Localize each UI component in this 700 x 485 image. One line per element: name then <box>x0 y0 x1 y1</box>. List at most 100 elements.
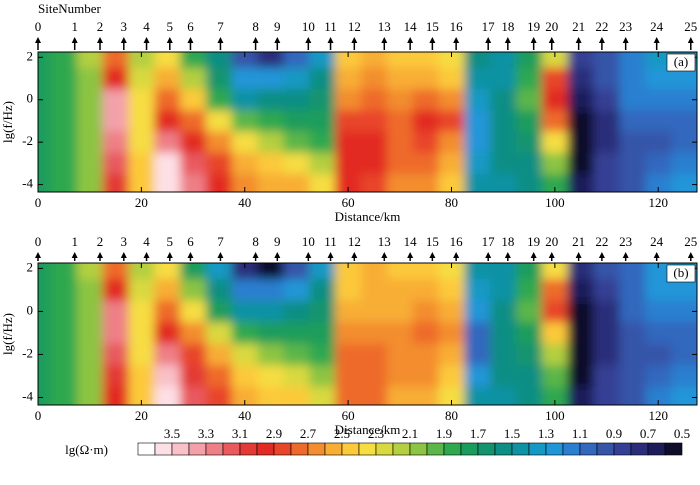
field-cell <box>541 152 569 175</box>
site-label: 1 <box>71 234 78 249</box>
field-cell <box>76 343 104 366</box>
field-cell <box>567 152 595 175</box>
field-cell <box>671 365 697 388</box>
field-cell <box>412 89 440 111</box>
field-cell <box>180 110 207 133</box>
site-label: 4 <box>143 19 150 34</box>
field-cell <box>619 300 646 323</box>
field-cell <box>231 67 259 90</box>
colorbar-box <box>324 442 343 456</box>
field-cell <box>205 110 233 133</box>
field-cell <box>619 386 646 405</box>
field-cell <box>102 386 129 405</box>
field-cell <box>464 386 491 405</box>
site-label: 20 <box>545 234 558 249</box>
y-tick-label: -2 <box>22 345 33 360</box>
field-cell <box>180 343 207 366</box>
field-cell <box>154 386 181 405</box>
field-cell <box>76 263 104 280</box>
field-cell <box>335 110 362 133</box>
field-cell <box>516 52 543 69</box>
field-cell <box>593 343 620 366</box>
site-arrow-head <box>653 252 660 258</box>
field-cell <box>464 89 491 111</box>
field-cell <box>593 173 620 192</box>
field-cell <box>593 386 620 405</box>
colorbar-box <box>154 442 173 456</box>
field-cell <box>335 386 362 405</box>
colorbar-tick-label: 3.3 <box>198 426 214 441</box>
colorbar-tick-label: 0.7 <box>640 426 657 441</box>
field-cell <box>180 131 207 154</box>
x-tick-label: 20 <box>135 408 148 423</box>
colorbar-box <box>392 442 411 456</box>
field-cell <box>38 110 52 133</box>
field-cell <box>38 365 52 388</box>
colorbar-tick-label: 3.1 <box>232 426 248 441</box>
colorbar-box <box>290 442 309 456</box>
field-cell <box>50 263 78 280</box>
site-arrow-head <box>653 37 660 43</box>
field-cell <box>257 173 285 192</box>
field-cell <box>361 263 388 280</box>
field-cell <box>154 173 181 192</box>
field-cell <box>412 322 440 345</box>
field-cell <box>490 322 517 345</box>
field-cell <box>645 322 672 345</box>
site-arrow-head <box>351 252 358 258</box>
field-cell <box>180 386 207 405</box>
site-arrow-head <box>622 252 629 258</box>
field-cell <box>257 152 285 175</box>
field-cell <box>102 300 129 323</box>
field-cell <box>309 131 336 154</box>
field-cell <box>619 131 646 154</box>
field-cell <box>76 110 104 133</box>
field-cell <box>412 173 440 192</box>
field-cell <box>180 279 207 302</box>
y-tick-label: 2 <box>27 48 34 63</box>
field-cell <box>154 131 181 154</box>
field-cell <box>335 343 362 366</box>
site-label: 0 <box>35 19 42 34</box>
y-tick-label: -2 <box>22 133 33 148</box>
site-label: 2 <box>97 19 104 34</box>
field-cell <box>154 343 181 366</box>
y-tick-label: 0 <box>27 302 34 317</box>
field-cell <box>464 131 491 154</box>
field-cell <box>128 279 155 302</box>
site-arrow-head <box>187 252 194 258</box>
field-cell <box>619 67 646 90</box>
field-clip <box>38 52 697 192</box>
site-label: 5 <box>167 234 174 249</box>
field-cell <box>335 131 362 154</box>
plot-frame <box>37 51 698 193</box>
field-cell <box>231 263 259 280</box>
field-cell <box>464 52 491 69</box>
field-cell <box>671 300 697 323</box>
site-arrow-head <box>35 252 41 258</box>
field-cell <box>102 322 129 345</box>
field-cell <box>645 263 672 280</box>
field-cell <box>386 263 414 280</box>
field-cell <box>50 386 78 405</box>
field-cell <box>438 173 465 192</box>
field-cell <box>231 131 259 154</box>
field-cell <box>464 279 491 302</box>
site-arrow-head <box>120 37 127 43</box>
site-arrow-head <box>351 37 358 43</box>
field-cell <box>645 386 672 405</box>
field-cell <box>180 67 207 90</box>
field-cell <box>335 263 362 280</box>
site-arrow-head <box>407 37 414 43</box>
field-cell <box>309 386 336 405</box>
field-cell <box>309 322 336 345</box>
y-axis-label: lg(f/Hz) <box>0 101 15 143</box>
colorbar-box <box>545 442 564 456</box>
colorbar-box <box>613 442 632 456</box>
field-cell <box>541 343 569 366</box>
field-cell <box>205 131 233 154</box>
field-cell <box>567 67 595 90</box>
site-label: 23 <box>619 234 632 249</box>
field-cell <box>257 89 285 111</box>
field-cell <box>257 263 285 280</box>
